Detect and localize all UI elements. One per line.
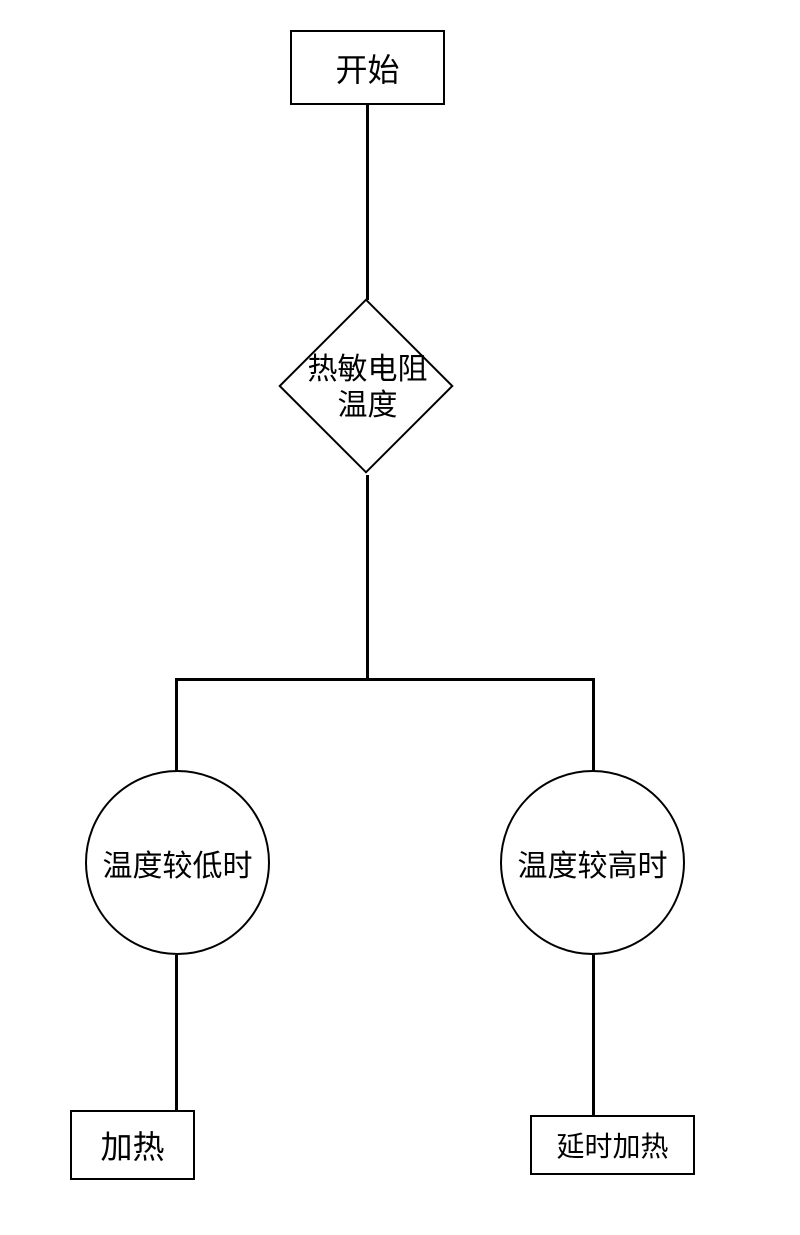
heat-label: 加热	[100, 1122, 164, 1168]
high-temp-label: 温度较高时	[518, 841, 668, 885]
flowchart-container: 开始 热敏电阻 温度 温度较低时 温度较高时 加热 延时加热	[0, 0, 800, 1235]
decision-node: 热敏电阻 温度	[280, 300, 455, 475]
low-temp-label: 温度较低时	[103, 841, 253, 885]
start-node: 开始	[290, 30, 445, 105]
edge-branch-horizontal	[175, 678, 595, 681]
edge-start-decision	[366, 105, 369, 305]
decision-text-container: 热敏电阻 温度	[280, 300, 455, 475]
decision-label-1: 热敏电阻	[308, 352, 428, 388]
decision-label-2: 温度	[338, 388, 398, 424]
edge-hightemp-delayheat	[592, 955, 595, 1115]
delay-heat-label: 延时加热	[556, 1125, 668, 1165]
edge-branch-left-down	[175, 678, 178, 773]
edge-decision-branch	[366, 475, 369, 680]
low-temp-node: 温度较低时	[85, 770, 270, 955]
edge-lowtemp-heat	[175, 955, 178, 1110]
high-temp-node: 温度较高时	[500, 770, 685, 955]
start-label: 开始	[335, 45, 399, 91]
delay-heat-node: 延时加热	[530, 1115, 695, 1175]
heat-node: 加热	[70, 1110, 195, 1180]
edge-branch-right-down	[592, 678, 595, 773]
